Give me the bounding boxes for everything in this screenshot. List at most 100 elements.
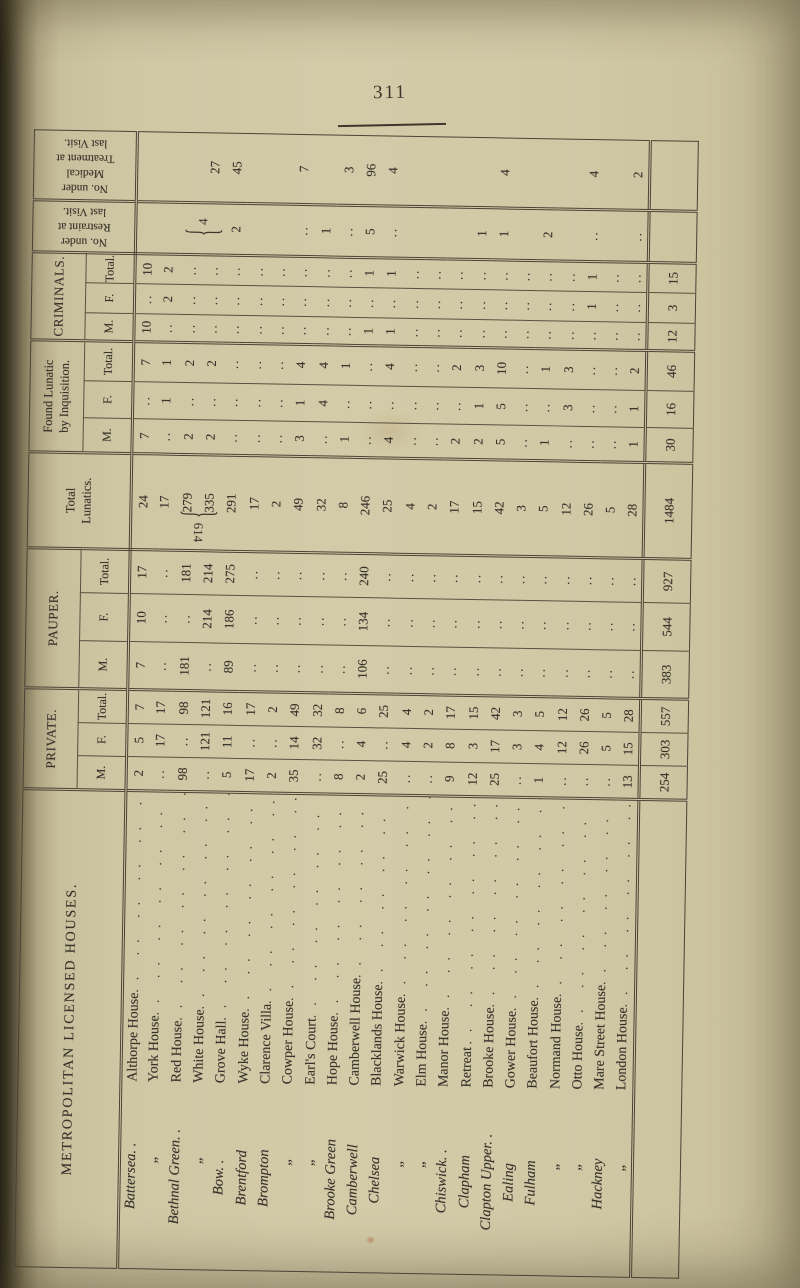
cell-value: 27 [203, 132, 227, 204]
cell-value: .. [510, 425, 534, 461]
cell-value: .. [402, 258, 426, 289]
cell-value: 26 [576, 461, 601, 558]
cell-value: 2 [443, 423, 467, 460]
cell-value: 4 [492, 137, 517, 209]
cell-value: .. [504, 763, 528, 798]
cell-district: „ [144, 1154, 161, 1164]
cell-value: 279 [174, 454, 199, 551]
cell-value: 17 [237, 758, 261, 793]
cell-district: „ [611, 1163, 629, 1172]
cell-value: 10 [489, 347, 513, 389]
cell-value: 1 [580, 291, 603, 322]
cell-value: 5 [215, 758, 239, 793]
cell-value: .. [291, 204, 315, 257]
cell-value: .. [490, 319, 514, 349]
cell-value: 17 [241, 455, 266, 552]
cell-value: .. [423, 318, 447, 347]
pauper-m: M. [78, 640, 129, 690]
cell-value [158, 131, 183, 203]
cell-value: .. [313, 256, 336, 288]
cell-value: .. [335, 257, 359, 288]
cell-value: .. [371, 727, 395, 762]
cell-value: .. [374, 553, 398, 599]
cell-value: 17 [148, 723, 172, 758]
cell-value [270, 133, 294, 205]
cell-value: 2 [176, 419, 200, 455]
table-header: METROPOLITAN LICENSED HOUSES. PRIVATE. P… [14, 129, 138, 1269]
cell-value: 3 [460, 729, 484, 763]
cell-value [470, 137, 495, 208]
cell-value: 2 [416, 728, 440, 762]
house-name: Earl's Court [302, 1017, 320, 1085]
cell-value: 2 [419, 458, 444, 555]
cell-value: 25 [371, 760, 395, 796]
cell-district: Brompton [255, 1149, 273, 1208]
cell-value: .. [307, 552, 331, 598]
cell-value: 2 [445, 346, 469, 388]
cell-value: .. [201, 254, 225, 286]
cell-value: .. [266, 383, 290, 422]
cell-value: 5 [594, 731, 618, 766]
cell-value: 1 [469, 207, 493, 260]
pauper-f: F. [79, 592, 130, 642]
house-name: Manor House [436, 1010, 453, 1088]
cell-value: 1 [534, 348, 558, 389]
private-m: M. [76, 755, 127, 791]
cell-value: 1 [333, 345, 357, 386]
cell-district: Bethnal Green. . [165, 1128, 184, 1225]
cell-value: 214 [195, 594, 219, 644]
cell-district: Brentford [232, 1150, 250, 1206]
cell-value: .. [529, 600, 553, 649]
cell-value: 98 [170, 757, 194, 792]
house-name: Wyke House [235, 1011, 253, 1084]
cell-value: 2 [416, 694, 440, 729]
house-name: Camberwell House [347, 977, 365, 1086]
cell-value: .. [415, 761, 439, 796]
leader-dots [192, 793, 212, 1009]
leader-dots [526, 799, 546, 1000]
cell-value: 98 [171, 690, 195, 725]
cell-value: .. [571, 764, 595, 799]
cell-value: .. [148, 756, 172, 792]
cell-value: .. [261, 643, 285, 693]
cell-value: .. [530, 556, 554, 601]
cell-value: 3 [556, 348, 580, 390]
cell-value: 2 [177, 342, 201, 383]
cell-value: .. [417, 646, 441, 695]
cell-value: 1 [380, 257, 403, 289]
cell-value [135, 201, 159, 254]
leader-dots [615, 801, 635, 1008]
house-name: Gower House [503, 1010, 520, 1089]
cell-value: .. [535, 290, 559, 321]
cell-value: 13 [616, 765, 640, 800]
cell-district: Ealing [500, 1163, 518, 1202]
cell-value: .. [624, 322, 648, 351]
total-value [649, 140, 699, 212]
inquisition-total: Total. [84, 340, 134, 382]
leader-dots [236, 794, 256, 1012]
pauper-total: Total. [80, 548, 131, 594]
cell-value: .. [179, 254, 203, 285]
cell-value: .. [558, 260, 582, 292]
cell-value: 7 [131, 418, 155, 454]
cell-value: .. [260, 725, 284, 760]
cell-value: .. [513, 260, 537, 291]
cell-value: .. [132, 381, 156, 419]
cell-value: .. [600, 389, 624, 428]
cell-value: .. [578, 349, 602, 390]
cell-district: Camberwell [344, 1144, 362, 1216]
cell-value [402, 206, 427, 259]
rotated-table-region: METROPOLITAN LICENSED HOUSES. PRIVATE. P… [14, 129, 699, 1279]
leader-dots [482, 798, 502, 1007]
cell-district: Chiswick. . [433, 1149, 451, 1214]
cell-district: Hackney [589, 1158, 607, 1210]
leader-dots [393, 797, 412, 997]
cell-value: 49 [283, 692, 307, 727]
cell-district: Fulham [522, 1160, 540, 1206]
cell-value: .. [151, 549, 175, 595]
cell-value: 240 [352, 553, 376, 598]
cell-value: .. [284, 596, 308, 645]
cell-value: .. [328, 644, 352, 694]
house-name: Althorpe House [125, 992, 142, 1082]
cell-value: 89 [216, 643, 241, 692]
